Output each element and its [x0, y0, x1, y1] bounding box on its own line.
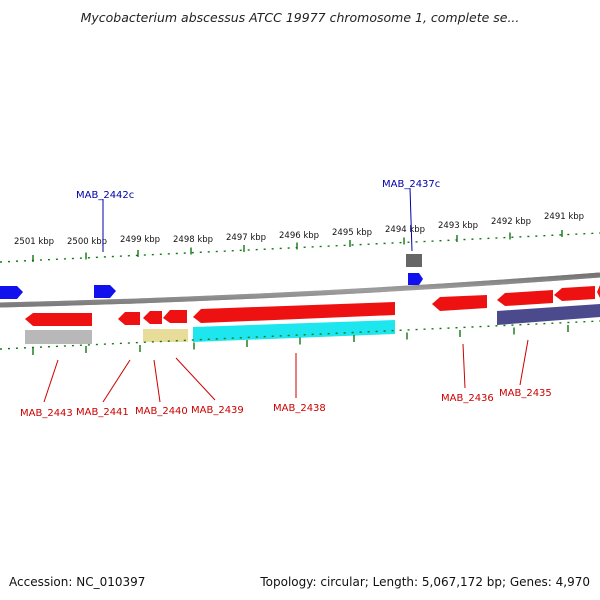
gene-arrow-right-2[interactable] — [597, 285, 600, 298]
gene-label-MAB_2438[interactable]: MAB_2438 — [273, 403, 326, 414]
gene-label-MAB_2439[interactable]: MAB_2439 — [191, 405, 244, 416]
accession-text: Accession: NC_010397 — [9, 575, 146, 589]
gene-label-MAB_2442c[interactable]: MAB_2442c — [76, 190, 134, 201]
ruler-label: 2500 kbp — [67, 237, 107, 247]
gene-label-MAB_2436[interactable]: MAB_2436 — [441, 393, 494, 404]
ruler-label: 2496 kbp — [279, 231, 319, 241]
reverse-genes — [25, 285, 600, 326]
ruler-label: 2492 kbp — [491, 217, 531, 227]
gene-arrow-MAB_2439[interactable] — [163, 310, 187, 323]
gene-arrow-MAB_2442c[interactable] — [94, 285, 116, 298]
ruler-label: 2497 kbp — [226, 233, 266, 243]
cds-MAB_2438[interactable] — [193, 320, 395, 342]
cds-MAB_2437c[interactable] — [406, 254, 422, 267]
gene-arrow-right-1[interactable] — [554, 286, 595, 301]
gene-arrow-forward[interactable] — [0, 286, 23, 299]
lower-ruler — [0, 320, 600, 355]
gene-arrow-MAB_2435[interactable] — [497, 290, 553, 306]
cds-MAB_2440[interactable] — [143, 329, 188, 342]
genome-stats-text: Topology: circular; Length: 5,067,172 bp… — [260, 575, 590, 589]
ruler-label: 2498 kbp — [173, 235, 213, 245]
ruler-labels: 2501 kbp 2500 kbp 2499 kbp 2498 kbp 2497… — [14, 212, 584, 247]
gene-arrow-MAB_2437c[interactable] — [408, 273, 423, 285]
upper-ruler — [0, 230, 600, 263]
ruler-label: 2493 kbp — [438, 221, 478, 231]
map-title: Mycobacterium abscessus ATCC 19977 chrom… — [80, 10, 520, 25]
ruler-label: 2491 kbp — [544, 212, 584, 222]
ruler-label: 2495 kbp — [332, 228, 372, 238]
cds-MAB_2443[interactable] — [25, 330, 92, 344]
gene-arrow-MAB_2436[interactable] — [432, 295, 487, 311]
gene-label-MAB_2437c[interactable]: MAB_2437c — [382, 179, 440, 190]
gene-arrow-MAB_2438[interactable] — [193, 302, 395, 323]
gene-label-MAB_2435[interactable]: MAB_2435 — [499, 388, 552, 399]
forward-leaders — [102, 187, 413, 252]
gene-arrow-MAB_2441[interactable] — [118, 312, 140, 325]
forward-genes — [0, 254, 423, 299]
ruler-label: 2494 kbp — [385, 225, 425, 235]
gene-label-MAB_2441[interactable]: MAB_2441 — [76, 407, 129, 418]
gene-label-MAB_2440[interactable]: MAB_2440 — [135, 406, 188, 417]
cds-features — [25, 304, 600, 344]
gene-label-MAB_2443[interactable]: MAB_2443 — [20, 408, 73, 419]
ruler-label: 2499 kbp — [120, 235, 160, 245]
reverse-leaders — [43, 339, 529, 403]
gene-arrow-MAB_2443[interactable] — [25, 313, 92, 326]
cds-MAB_2435[interactable] — [497, 304, 600, 325]
gene-arrow-MAB_2440[interactable] — [143, 311, 162, 324]
ruler-label: 2501 kbp — [14, 237, 54, 247]
